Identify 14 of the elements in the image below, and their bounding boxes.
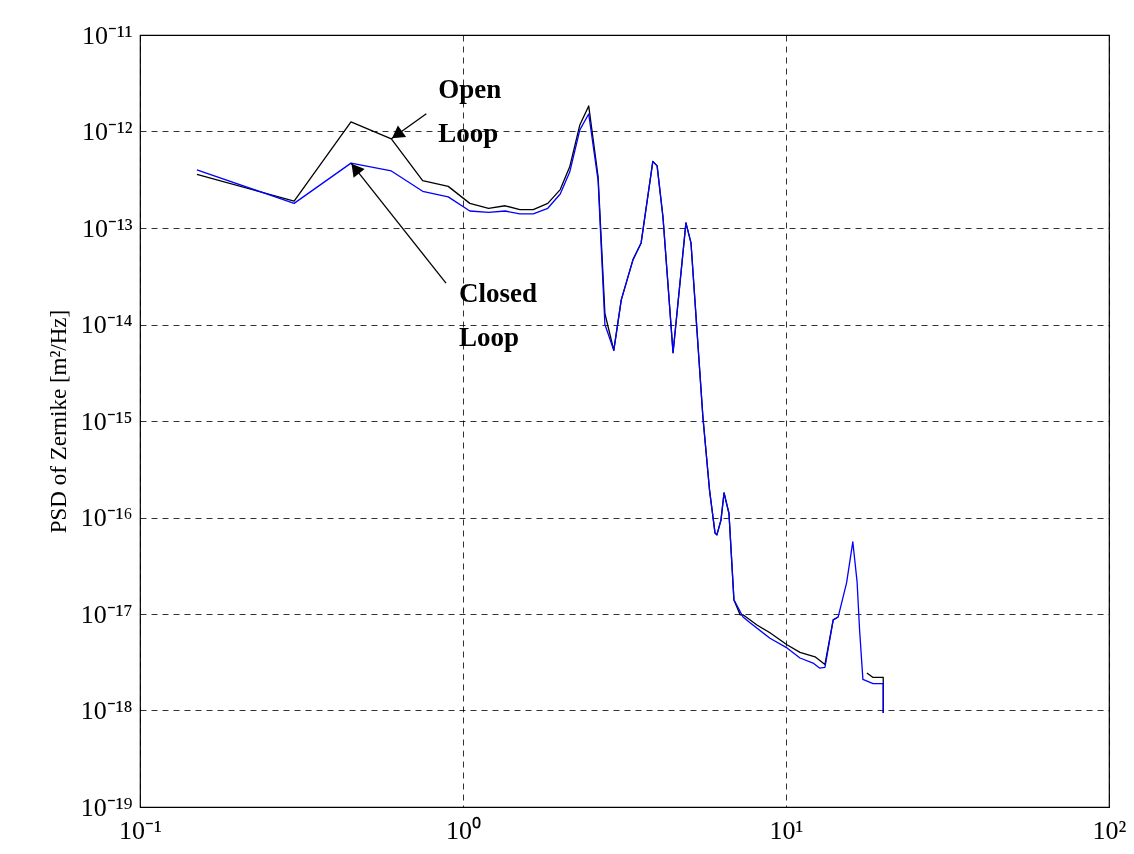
annotation: Open Loop xyxy=(438,73,502,148)
x-tick-label: 10² xyxy=(1092,815,1127,845)
y-tick-label: 10⁻¹⁴ xyxy=(80,310,133,339)
x-tick-label: 10⁰ xyxy=(446,815,481,845)
y-tick-label: 10⁻¹¹ xyxy=(81,20,133,50)
y-tick-label: 10⁻¹⁶ xyxy=(80,503,133,532)
y-tick-label: 10⁻¹⁵ xyxy=(80,406,133,436)
y-axis-title: PSD of Zernike [m²/Hz] xyxy=(45,309,71,534)
y-tick-label: 10⁻¹⁷ xyxy=(80,599,133,629)
annotation: Closed Loop xyxy=(458,278,537,353)
x-tick-label: 10¹ xyxy=(769,815,804,845)
y-tick-label: 10⁻¹³ xyxy=(81,213,133,243)
y-tick-label: 10⁻¹² xyxy=(81,117,133,146)
y-tick-label: 10⁻¹⁸ xyxy=(80,696,133,725)
